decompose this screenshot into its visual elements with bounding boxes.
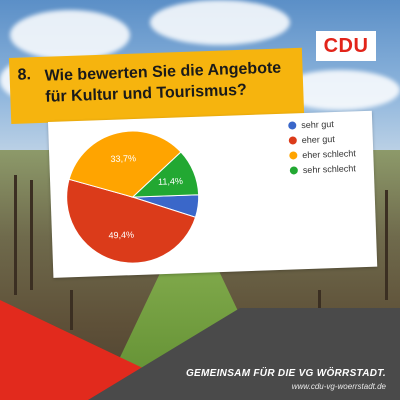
- cdu-logo: CDU: [316, 31, 376, 61]
- legend-swatch: [288, 135, 297, 145]
- footer-url[interactable]: www.cdu-vg-woerrstadt.de: [291, 382, 386, 391]
- cloud: [10, 10, 130, 60]
- vine-post: [385, 190, 388, 300]
- legend-item: sehr schlecht: [289, 160, 357, 177]
- slice-eher-schlecht: [68, 130, 182, 198]
- slice-sehr-schlecht: [131, 151, 200, 198]
- footer-slogan: GEMEINSAM FÜR DIE VG WÖRRSTADT.: [185, 368, 386, 379]
- chart-legend: sehr gut eher gut eher schlecht sehr schlec…: [288, 115, 357, 177]
- vine-post: [14, 175, 17, 295]
- legend-label: sehr gut: [301, 118, 334, 130]
- legend-label: eher gut: [301, 133, 335, 145]
- chart-card: 49,4% 33,7% 11,4% sehr gut eher gut eher sch…: [48, 110, 378, 278]
- legend-swatch: [289, 150, 298, 160]
- slice-eher-gut: [66, 178, 197, 264]
- legend-label: sehr schlecht: [302, 162, 356, 175]
- data-label-eher-schlecht: 33,7%: [110, 153, 136, 164]
- question-title-box: 8. Wie bewerten Sie die Angebote für Kul…: [9, 47, 305, 124]
- data-label-eher-gut: 49,4%: [108, 230, 134, 241]
- vine-post: [30, 180, 33, 290]
- cdu-logo-text: CDU: [323, 34, 369, 57]
- legend-swatch: [288, 120, 297, 130]
- question-text: Wie bewerten Sie die Angebote für Kultur…: [44, 59, 282, 106]
- legend-swatch: [289, 165, 298, 175]
- data-label-sehr-schlecht: 11,4%: [158, 176, 183, 187]
- vine-post: [70, 290, 73, 330]
- legend-label: eher schlecht: [302, 147, 356, 160]
- question-number: 8.: [17, 66, 32, 84]
- pie-chart: 49,4% 33,7% 11,4%: [66, 130, 200, 264]
- cloud: [150, 0, 290, 45]
